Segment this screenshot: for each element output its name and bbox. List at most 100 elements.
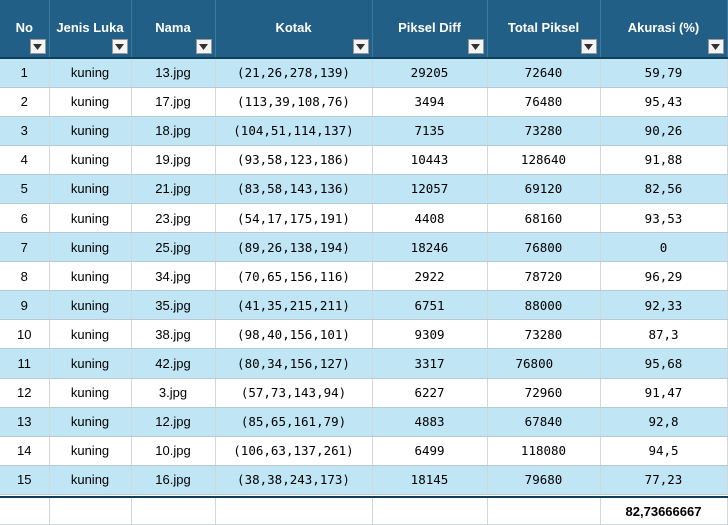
cell-jenis-luka[interactable]: kuning	[49, 436, 132, 466]
cell-kotak[interactable]: (38,38,243,173)	[215, 465, 373, 495]
cell-piksel-diff[interactable]: 12057	[372, 174, 488, 204]
cell-piksel-diff[interactable]: 7135	[372, 116, 488, 146]
cell-akurasi[interactable]: 91,47	[600, 378, 728, 408]
cell-total-piksel[interactable]: 73280	[487, 116, 601, 146]
cell-total-piksel[interactable]: 79680	[487, 465, 601, 495]
cell-piksel-diff[interactable]: 10443	[372, 145, 488, 175]
cell-no[interactable]: 8	[0, 261, 50, 292]
filter-button-piksel-diff[interactable]	[467, 39, 484, 54]
cell-kotak[interactable]: (104,51,114,137)	[215, 116, 373, 146]
cell-total-piksel[interactable]: 118080	[487, 436, 601, 466]
cell-nama[interactable]: 34.jpg	[131, 261, 216, 292]
cell-piksel-diff[interactable]: 3494	[372, 87, 488, 117]
average-accuracy-cell[interactable]: 82,73666667	[600, 497, 728, 525]
cell-akurasi[interactable]: 96,29	[600, 261, 728, 292]
cell-jenis-luka[interactable]: kuning	[49, 407, 132, 437]
cell-akurasi[interactable]: 92,8	[600, 407, 728, 437]
cell-jenis-luka[interactable]: kuning	[49, 174, 132, 204]
cell-piksel-diff[interactable]: 18246	[372, 232, 488, 263]
cell-total-piksel[interactable]: 76800	[487, 232, 601, 263]
cell-nama[interactable]: 13.jpg	[131, 58, 216, 88]
cell-total-piksel[interactable]: 72960	[487, 378, 601, 408]
empty-cell[interactable]	[49, 497, 132, 525]
cell-jenis-luka[interactable]: kuning	[49, 116, 132, 146]
cell-no[interactable]: 4	[0, 145, 50, 175]
cell-jenis-luka[interactable]: kuning	[49, 465, 132, 495]
empty-cell[interactable]	[372, 497, 488, 525]
cell-no[interactable]: 12	[0, 378, 50, 408]
cell-kotak[interactable]: (83,58,143,136)	[215, 174, 373, 204]
empty-cell[interactable]	[487, 497, 601, 525]
cell-total-piksel[interactable]: 76800	[487, 348, 601, 379]
cell-akurasi[interactable]: 94,5	[600, 436, 728, 466]
cell-jenis-luka[interactable]: kuning	[49, 58, 132, 88]
cell-no[interactable]: 1	[0, 58, 50, 88]
cell-akurasi[interactable]: 87,3	[600, 319, 728, 350]
filter-button-kotak[interactable]	[352, 39, 369, 54]
cell-akurasi[interactable]: 92,33	[600, 290, 728, 321]
cell-jenis-luka[interactable]: kuning	[49, 348, 132, 379]
cell-nama[interactable]: 12.jpg	[131, 407, 216, 437]
cell-no[interactable]: 11	[0, 348, 50, 379]
cell-total-piksel[interactable]: 69120	[487, 174, 601, 204]
cell-nama[interactable]: 3.jpg	[131, 378, 216, 408]
empty-cell[interactable]	[215, 497, 373, 525]
cell-no[interactable]: 5	[0, 174, 50, 204]
empty-cell[interactable]	[131, 497, 216, 525]
cell-akurasi[interactable]: 91,88	[600, 145, 728, 175]
cell-jenis-luka[interactable]: kuning	[49, 145, 132, 175]
filter-button-no[interactable]	[29, 39, 46, 54]
cell-nama[interactable]: 21.jpg	[131, 174, 216, 204]
cell-nama[interactable]: 25.jpg	[131, 232, 216, 263]
cell-kotak[interactable]: (54,17,175,191)	[215, 203, 373, 234]
cell-no[interactable]: 3	[0, 116, 50, 146]
cell-kotak[interactable]: (21,26,278,139)	[215, 58, 373, 88]
cell-nama[interactable]: 19.jpg	[131, 145, 216, 175]
cell-piksel-diff[interactable]: 6751	[372, 290, 488, 321]
cell-kotak[interactable]: (70,65,156,116)	[215, 261, 373, 292]
cell-kotak[interactable]: (57,73,143,94)	[215, 378, 373, 408]
cell-no[interactable]: 2	[0, 87, 50, 117]
filter-button-akurasi[interactable]	[707, 39, 724, 54]
cell-no[interactable]: 7	[0, 232, 50, 263]
cell-nama[interactable]: 17.jpg	[131, 87, 216, 117]
cell-nama[interactable]: 23.jpg	[131, 203, 216, 234]
cell-kotak[interactable]: (98,40,156,101)	[215, 319, 373, 350]
cell-nama[interactable]: 42.jpg	[131, 348, 216, 379]
cell-piksel-diff[interactable]: 4408	[372, 203, 488, 234]
cell-nama[interactable]: 38.jpg	[131, 319, 216, 350]
cell-kotak[interactable]: (93,58,123,186)	[215, 145, 373, 175]
cell-kotak[interactable]: (41,35,215,211)	[215, 290, 373, 321]
cell-kotak[interactable]: (85,65,161,79)	[215, 407, 373, 437]
cell-jenis-luka[interactable]: kuning	[49, 261, 132, 292]
cell-kotak[interactable]: (113,39,108,76)	[215, 87, 373, 117]
cell-kotak[interactable]: (89,26,138,194)	[215, 232, 373, 263]
cell-akurasi[interactable]: 95,68	[600, 348, 728, 379]
cell-nama[interactable]: 10.jpg	[131, 436, 216, 466]
cell-total-piksel[interactable]: 78720	[487, 261, 601, 292]
cell-total-piksel[interactable]: 68160	[487, 203, 601, 234]
cell-total-piksel[interactable]: 67840	[487, 407, 601, 437]
cell-no[interactable]: 15	[0, 465, 50, 495]
cell-total-piksel[interactable]: 76480	[487, 87, 601, 117]
cell-jenis-luka[interactable]: kuning	[49, 319, 132, 350]
cell-no[interactable]: 14	[0, 436, 50, 466]
filter-button-nama[interactable]	[195, 39, 212, 54]
cell-piksel-diff[interactable]: 6499	[372, 436, 488, 466]
cell-jenis-luka[interactable]: kuning	[49, 87, 132, 117]
cell-no[interactable]: 9	[0, 290, 50, 321]
cell-piksel-diff[interactable]: 6227	[372, 378, 488, 408]
cell-total-piksel[interactable]: 88000	[487, 290, 601, 321]
cell-jenis-luka[interactable]: kuning	[49, 378, 132, 408]
filter-button-jenis-luka[interactable]	[111, 39, 128, 54]
cell-akurasi[interactable]: 82,56	[600, 174, 728, 204]
cell-jenis-luka[interactable]: kuning	[49, 232, 132, 263]
cell-total-piksel[interactable]: 73280	[487, 319, 601, 350]
cell-kotak[interactable]: (80,34,156,127)	[215, 348, 373, 379]
cell-nama[interactable]: 16.jpg	[131, 465, 216, 495]
cell-piksel-diff[interactable]: 9309	[372, 319, 488, 350]
cell-piksel-diff[interactable]: 2922	[372, 261, 488, 292]
cell-total-piksel[interactable]: 128640	[487, 145, 601, 175]
cell-no[interactable]: 10	[0, 319, 50, 350]
cell-no[interactable]: 13	[0, 407, 50, 437]
